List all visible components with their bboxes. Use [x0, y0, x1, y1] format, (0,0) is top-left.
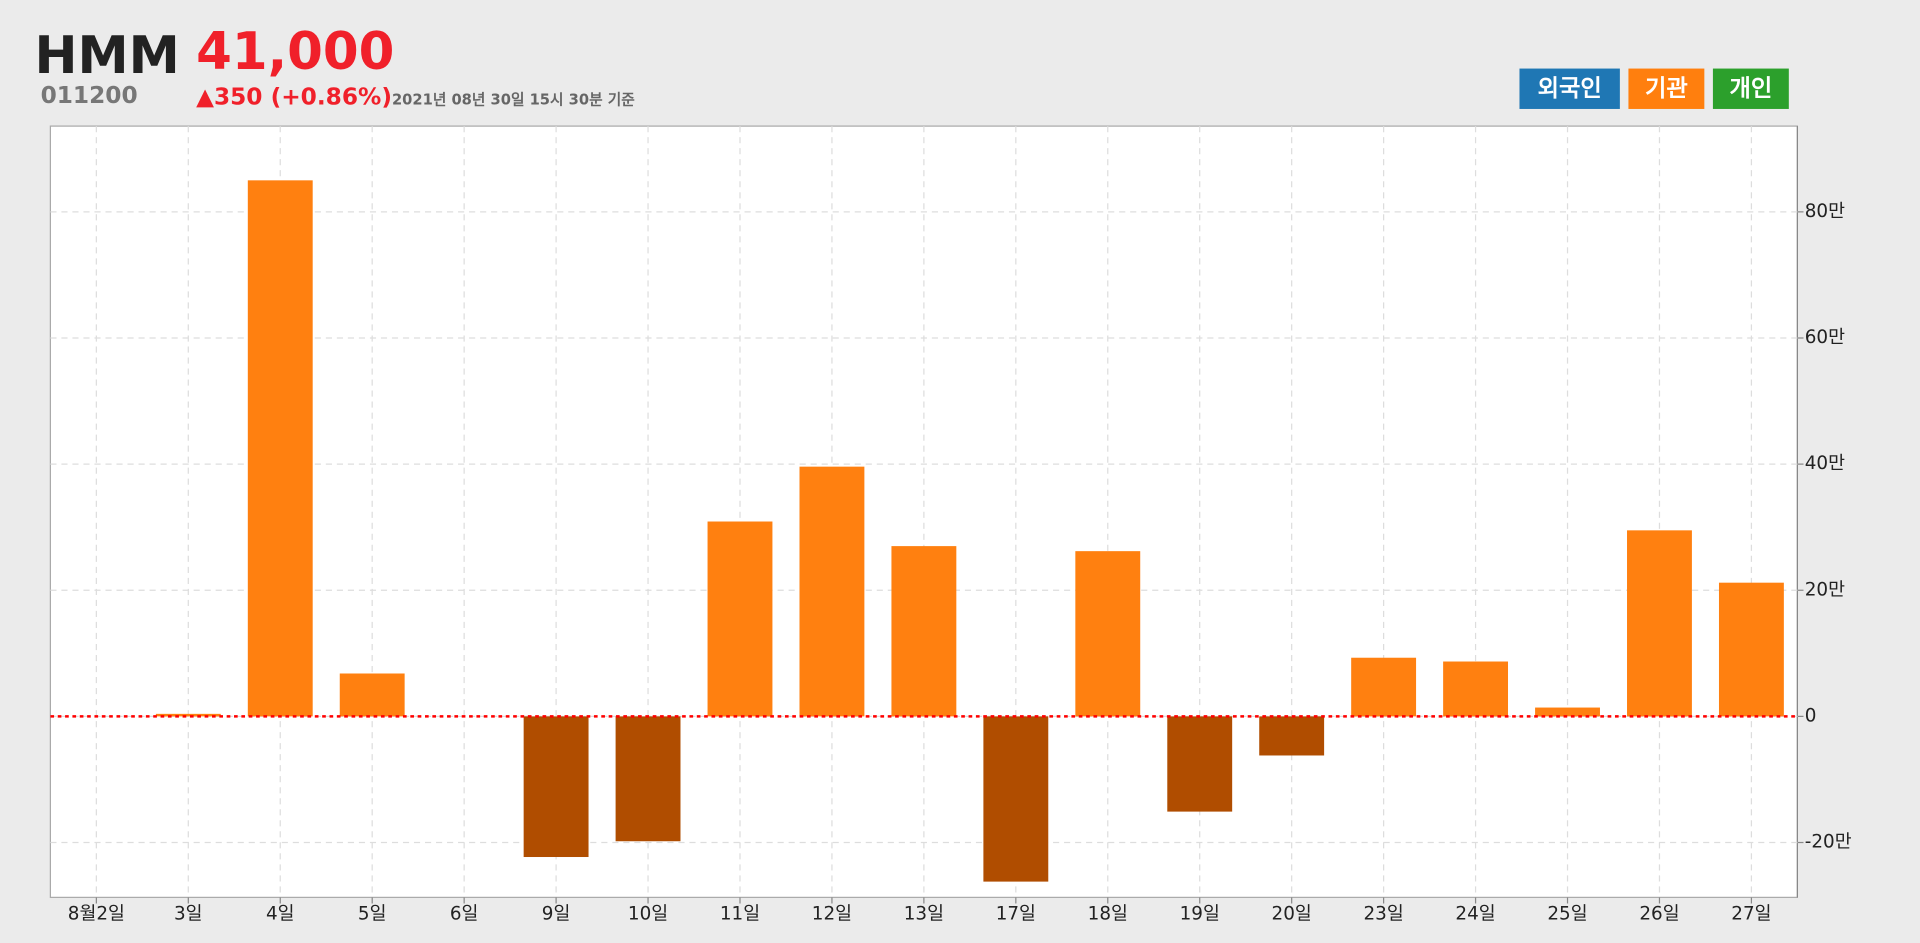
x-tick-label: 24일	[1455, 904, 1495, 925]
x-tick-label: 17일	[996, 904, 1036, 925]
x-tick-label: 8월2일	[68, 904, 125, 925]
bar	[1075, 551, 1141, 717]
y-tick-label: -20만	[1805, 832, 1852, 853]
y-tick-label: 60만	[1805, 327, 1845, 348]
x-tick-label: 11일	[720, 904, 760, 925]
filter-button-label[interactable]: 외국인	[1538, 75, 1602, 102]
x-tick-label: 12일	[812, 904, 852, 925]
x-tick-label: 25일	[1547, 904, 1587, 925]
bar	[1351, 657, 1417, 717]
bar	[799, 466, 865, 717]
x-tick-label: 18일	[1088, 904, 1128, 925]
x-tick-label: 10일	[628, 904, 668, 925]
x-tick-label: 26일	[1639, 904, 1679, 925]
bar	[339, 673, 405, 717]
y-tick-label: 40만	[1805, 453, 1845, 474]
x-tick-label: 20일	[1272, 904, 1312, 925]
filter-button[interactable]	[1712, 68, 1789, 109]
bar	[155, 713, 221, 717]
y-tick-label: 20만	[1805, 579, 1845, 600]
bar	[1259, 716, 1325, 756]
filter-button-label[interactable]: 개인	[1729, 75, 1772, 102]
stock-code: 011200	[41, 82, 138, 109]
filter-button[interactable]	[1628, 68, 1705, 109]
x-tick-label: 6일	[450, 904, 479, 925]
x-tick-label: 23일	[1363, 904, 1403, 925]
price-change: ▲350 (+0.86%)	[196, 83, 392, 110]
x-tick-label: 5일	[358, 904, 387, 925]
x-tick-label: 13일	[904, 904, 944, 925]
y-tick-label: 0	[1805, 705, 1817, 726]
x-tick-label: 4일	[266, 904, 295, 925]
y-tick-label: 80만	[1805, 201, 1845, 222]
bar	[1627, 530, 1692, 717]
x-tick-label: 3일	[174, 904, 203, 925]
filter-button-label[interactable]: 기관	[1645, 75, 1688, 102]
bar	[1443, 661, 1509, 717]
timestamp: 2021년 08년 30일 15시 30분 기준	[392, 91, 635, 108]
bar	[983, 716, 1049, 882]
x-tick-label: 9일	[542, 904, 571, 925]
bar	[615, 716, 681, 842]
stock-name: HMM	[34, 26, 179, 86]
bar	[1167, 716, 1233, 812]
x-tick-label: 27일	[1731, 904, 1771, 925]
x-tick-label: 19일	[1180, 904, 1220, 925]
filter-button[interactable]	[1519, 68, 1620, 109]
bar	[523, 716, 589, 858]
price: 41,000	[196, 22, 394, 82]
bar	[707, 521, 773, 717]
bar	[247, 180, 313, 717]
bar	[891, 546, 957, 717]
bar	[1535, 707, 1600, 717]
bar	[1718, 582, 1784, 717]
